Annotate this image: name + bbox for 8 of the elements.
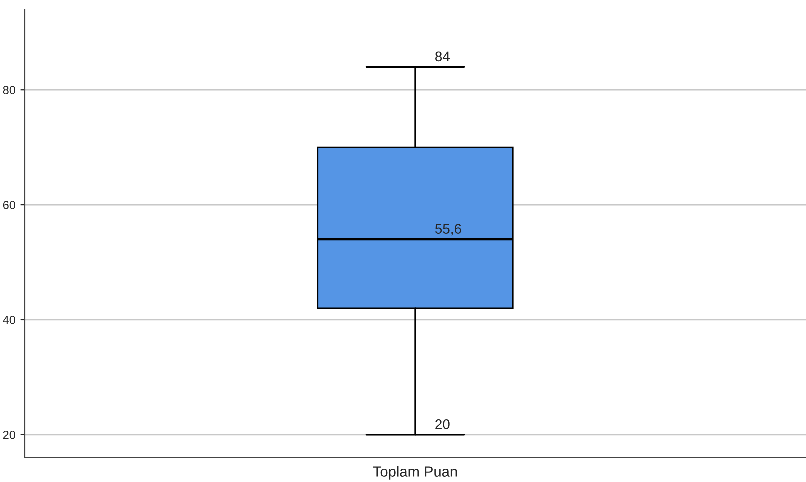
- y-tick-label: 80: [3, 86, 16, 94]
- x-tick-label: Toplam Puan: [373, 466, 458, 480]
- annotation: 84: [436, 52, 450, 62]
- y-tick-label: 40: [3, 316, 16, 324]
- annotation: 55,6: [435, 224, 462, 236]
- y-tick-label: 20: [3, 430, 16, 440]
- y-tick-label: 60: [3, 201, 16, 210]
- annotation: 20: [436, 420, 450, 430]
